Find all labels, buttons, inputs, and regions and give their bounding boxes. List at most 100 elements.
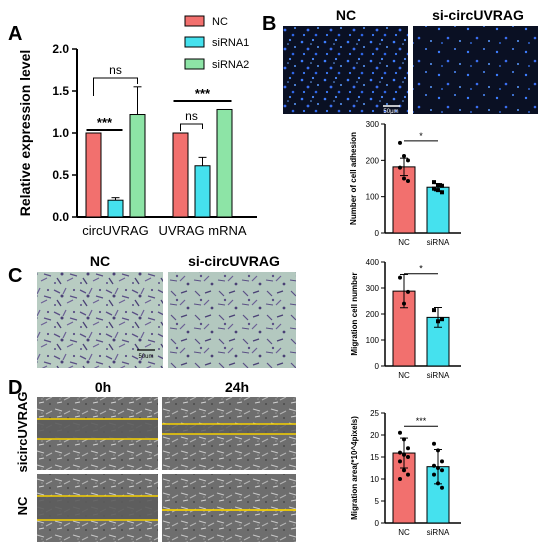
- a-bar: [216, 108, 233, 218]
- d-category-label: NC: [398, 528, 410, 537]
- a-ylabel: Relative expression level: [17, 50, 33, 217]
- b-point: [406, 158, 410, 163]
- a-category-label: UVRAG mRNA: [158, 223, 246, 238]
- b-point: [402, 176, 406, 181]
- a-ns-label-2: ns: [185, 109, 198, 123]
- b-nc-fluorescence-image: [283, 26, 408, 114]
- d-point: [440, 468, 444, 473]
- a-bar: [172, 132, 189, 218]
- b-point: [432, 180, 436, 185]
- d-point: [436, 466, 440, 470]
- d-point: [398, 450, 402, 455]
- d-point: [436, 481, 440, 486]
- d-point: [402, 437, 406, 442]
- a-ytick-label: 0.5: [52, 168, 69, 182]
- b-bar: [426, 186, 450, 234]
- chart-a: 0.0 0.5 1.0 1.5 2.0 Relative expression level…: [17, 15, 257, 238]
- c-point: [402, 301, 406, 306]
- b-point: [432, 186, 436, 191]
- a-legend-label: NC: [212, 16, 228, 28]
- d-point: [440, 485, 444, 490]
- d-ytick-label: 10: [370, 475, 379, 484]
- d-sig-label: ***: [416, 416, 427, 426]
- c-point: [398, 275, 402, 280]
- d-point: [406, 446, 410, 451]
- a-bar: [194, 165, 211, 218]
- d-point: [402, 468, 406, 473]
- panel-letter-d: D: [8, 377, 22, 399]
- b-point: [440, 183, 444, 188]
- d-point: [432, 463, 436, 468]
- c-left-label: NC: [90, 253, 110, 269]
- d-point: [406, 472, 410, 477]
- b-point: [402, 153, 406, 158]
- a-ns-label-1: ns: [109, 63, 122, 77]
- chart-d: 0 5 10 15 20 25 Migration area(*10^4pixels) NC s…: [350, 409, 461, 537]
- b-point: [406, 179, 410, 184]
- b-category-label: NC: [398, 238, 410, 247]
- a-ytick-label: 1.5: [52, 84, 69, 98]
- d-col2-label: 24h: [225, 379, 249, 395]
- c-point: [436, 319, 440, 324]
- a-bar: [129, 114, 146, 218]
- c-category-label: NC: [398, 371, 410, 380]
- d-category-label: siRNA: [427, 528, 450, 537]
- chart-c: 0 100 200 300 400 Migration cell number NC siRN…: [350, 258, 461, 380]
- d-ylabel: Migration area(*10^4pixels): [350, 416, 359, 520]
- c-right-label: si-circUVRAG: [188, 253, 280, 269]
- b-left-label: NC: [336, 7, 356, 23]
- a-legend-swatch: [184, 36, 205, 48]
- d-point: [440, 459, 444, 464]
- c-ytick-label: 0: [375, 362, 380, 371]
- b-point: [436, 183, 440, 188]
- panel-letter-c: C: [8, 265, 22, 287]
- b-point: [436, 188, 440, 193]
- b-sig-label: *: [419, 131, 423, 141]
- panel-letter-b: B: [262, 13, 276, 35]
- d-point: [398, 459, 402, 464]
- d-point: [432, 441, 436, 446]
- a-ytick-label: 0.0: [52, 210, 69, 224]
- panel-d-images: 0h 24h sicircUVRAG NC: [15, 379, 296, 542]
- c-ytick-label: 400: [366, 258, 380, 267]
- b-ylabel: Number of cell adhesion: [349, 132, 358, 225]
- c-ytick-label: 100: [366, 336, 380, 345]
- c-nc-transwell-image: [37, 272, 163, 368]
- c-si-transwell-image: [168, 272, 296, 368]
- c-ytick-label: 300: [366, 284, 380, 293]
- d-point: [436, 448, 440, 453]
- a-category-label: circUVRAG: [82, 223, 148, 238]
- d-ytick-label: 25: [370, 409, 379, 418]
- b-point: [398, 165, 402, 170]
- b-ytick-label: 100: [366, 193, 380, 202]
- b-category-label: siRNA: [427, 238, 450, 247]
- d-point: [402, 452, 406, 457]
- d-nc-24h-image: [162, 474, 296, 542]
- d-point: [398, 477, 402, 481]
- panel-letter-a: A: [8, 23, 22, 45]
- b-point: [440, 190, 444, 195]
- a-bar: [85, 132, 102, 218]
- a-sig-label-2: ***: [195, 86, 211, 101]
- a-legend-label: siRNA2: [212, 59, 249, 71]
- a-bracket-ns-1: [93, 77, 138, 96]
- d-ytick-label: 15: [370, 453, 379, 462]
- b-ytick-label: 200: [366, 156, 380, 165]
- d-row2-label: NC: [15, 496, 30, 515]
- d-ytick-label: 5: [375, 497, 380, 506]
- a-legend-label: siRNA1: [212, 37, 249, 49]
- b-right-label: si-circUVRAG: [432, 7, 524, 23]
- c-category-label: siRNA: [427, 371, 450, 380]
- c-scale-label: 50um: [138, 354, 153, 360]
- c-point: [432, 308, 436, 313]
- c-sig-label: *: [419, 264, 423, 274]
- panel-c-images: NC si-circUVRAG 50um: [37, 253, 296, 368]
- d-point: [406, 455, 410, 459]
- d-ytick-label: 20: [370, 431, 379, 440]
- a-bar: [107, 199, 124, 218]
- c-point: [406, 289, 410, 294]
- a-sig-label-1: ***: [97, 115, 113, 130]
- c-ylabel: Migration cell number: [350, 272, 359, 355]
- d-point: [432, 472, 436, 477]
